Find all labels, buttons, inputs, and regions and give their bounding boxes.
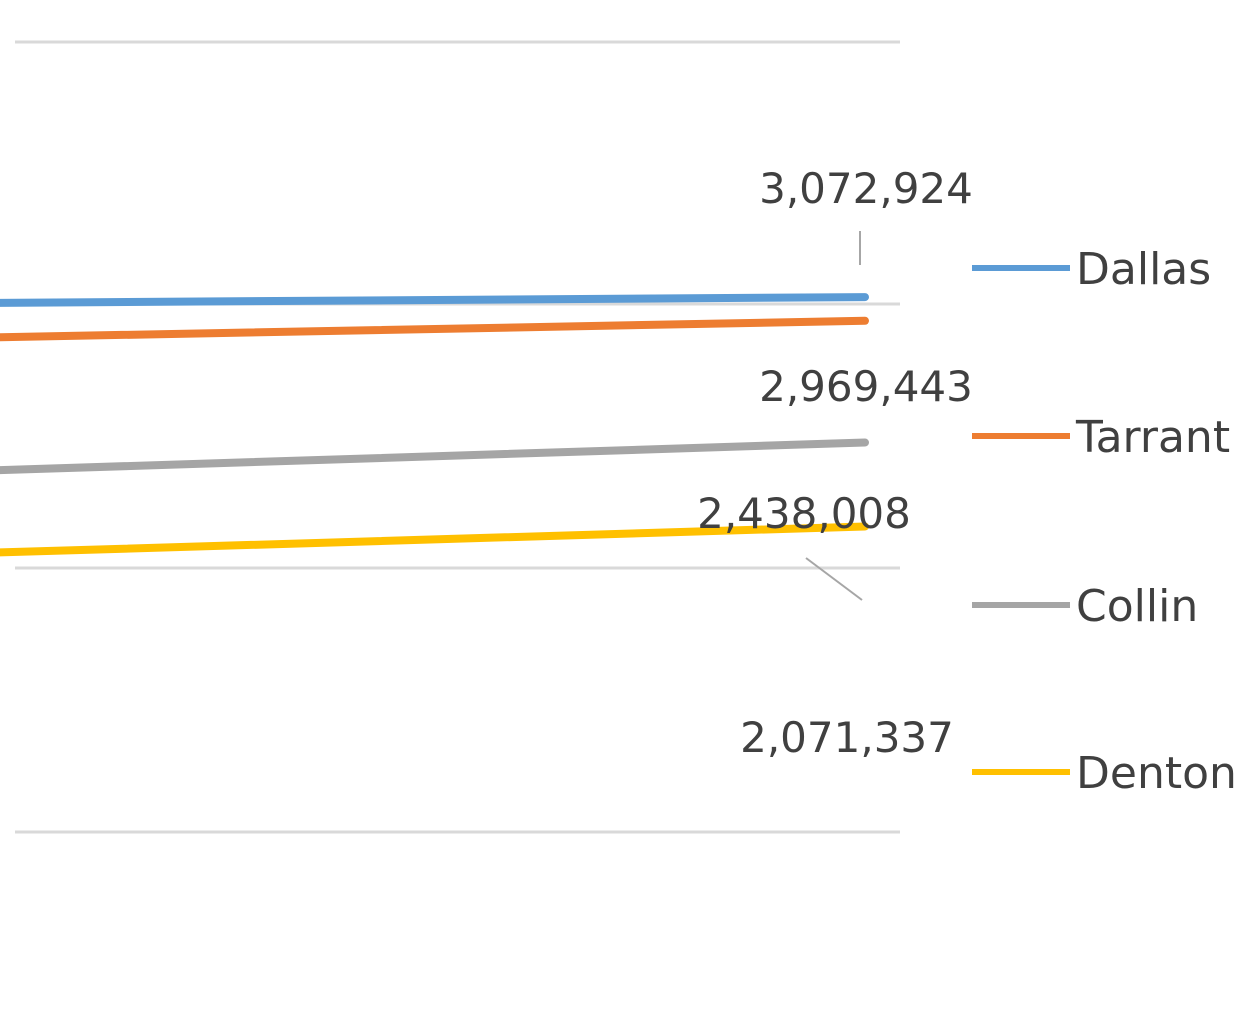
data-label-denton: 2,071,337	[740, 713, 954, 762]
series-layer	[0, 293, 869, 557]
legend: Dallas Tarrant Collin Denton	[972, 244, 1237, 799]
legend-label-denton: Denton	[1076, 748, 1237, 799]
data-label-dallas: 3,072,924	[759, 164, 973, 213]
data-labels: 3,072,924 2,969,443 2,438,008 2,071,337	[697, 164, 973, 762]
series-line-collin	[0, 438, 869, 475]
series-line-denton	[0, 522, 869, 557]
series-line-dallas	[0, 293, 869, 307]
data-label-collin: 2,438,008	[697, 489, 911, 538]
legend-label-dallas: Dallas	[1076, 244, 1211, 295]
leader-line-collin	[805, 557, 863, 601]
legend-label-collin: Collin	[1076, 581, 1198, 632]
legend-label-tarrant: Tarrant	[1075, 412, 1230, 463]
series-line-tarrant	[0, 316, 869, 342]
data-label-tarrant: 2,969,443	[759, 362, 973, 411]
